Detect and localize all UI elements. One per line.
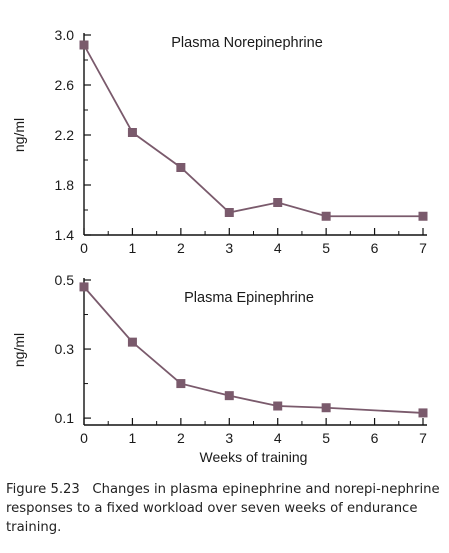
- data-point: [224, 208, 234, 217]
- y-tick-label: 2.6: [55, 77, 75, 93]
- figure-caption-text: Changes in plasma epinephrine and norepi…: [6, 482, 440, 535]
- x-tick-label: 5: [322, 430, 330, 446]
- x-tick-label: 3: [225, 430, 233, 446]
- data-point: [79, 282, 89, 292]
- x-tick-label: 0: [80, 240, 88, 256]
- chart-title: Plasma Norepinephrine: [171, 35, 323, 51]
- norepinephrine-chart: 1.4 1.8 2.2 2.6 3.0 0 1 2 3 4 5 6 7 Plasma Norepineph…: [11, 27, 428, 256]
- x-tick-label: 2: [177, 430, 185, 446]
- x-axis-label: Weeks of training: [200, 449, 308, 465]
- data-point: [321, 403, 331, 413]
- x-tick-label: 6: [371, 430, 379, 446]
- y-tick-label: 1.4: [55, 227, 75, 243]
- data-point: [224, 391, 234, 401]
- x-tick-label: 0: [80, 430, 88, 446]
- y-axis-label: ng/ml: [11, 333, 27, 367]
- x-tick-label: 1: [129, 240, 137, 256]
- figure-label: Figure 5.23: [6, 482, 80, 497]
- data-point: [176, 163, 186, 172]
- x-tick-label: 2: [177, 240, 185, 256]
- chart-title: Plasma Epinephrine: [184, 290, 314, 306]
- data-point: [127, 337, 137, 347]
- figure-svg: 1.4 1.8 2.2 2.6 3.0 0 1 2 3 4 5 6 7 Plasma Norepineph…: [11, 27, 428, 465]
- y-axis-label: ng/ml: [11, 118, 27, 152]
- x-tick-label: 7: [419, 240, 427, 256]
- x-tick-label: 5: [322, 240, 330, 256]
- epinephrine-chart: 0.1 0.3 0.5 0 1 2 3 4 5 6 7 Plasma Epinephrine ng/ml…: [11, 272, 428, 465]
- y-tick-label: 0.5: [55, 272, 75, 288]
- data-point: [321, 211, 331, 221]
- data-point: [79, 40, 89, 50]
- data-point: [127, 128, 137, 137]
- x-tick-label: 3: [225, 240, 233, 256]
- x-tick-label: 7: [419, 430, 427, 446]
- y-tick-label: 3.0: [55, 27, 75, 43]
- x-tick-label: 4: [274, 240, 282, 256]
- figure-caption: Figure 5.23 Changes in plasma epinephrin…: [6, 480, 444, 537]
- data-point: [273, 198, 283, 207]
- y-tick-label: 2.2: [55, 127, 75, 143]
- x-tick-label: 1: [129, 430, 137, 446]
- data-point: [176, 379, 186, 389]
- data-point: [418, 211, 428, 221]
- data-point: [273, 401, 283, 411]
- y-tick-label: 0.3: [55, 341, 75, 357]
- y-tick-label: 0.1: [55, 410, 75, 426]
- y-tick-label: 1.8: [55, 177, 75, 193]
- x-tick-label: 4: [274, 430, 282, 446]
- data-point: [418, 408, 428, 418]
- x-tick-label: 6: [371, 240, 379, 256]
